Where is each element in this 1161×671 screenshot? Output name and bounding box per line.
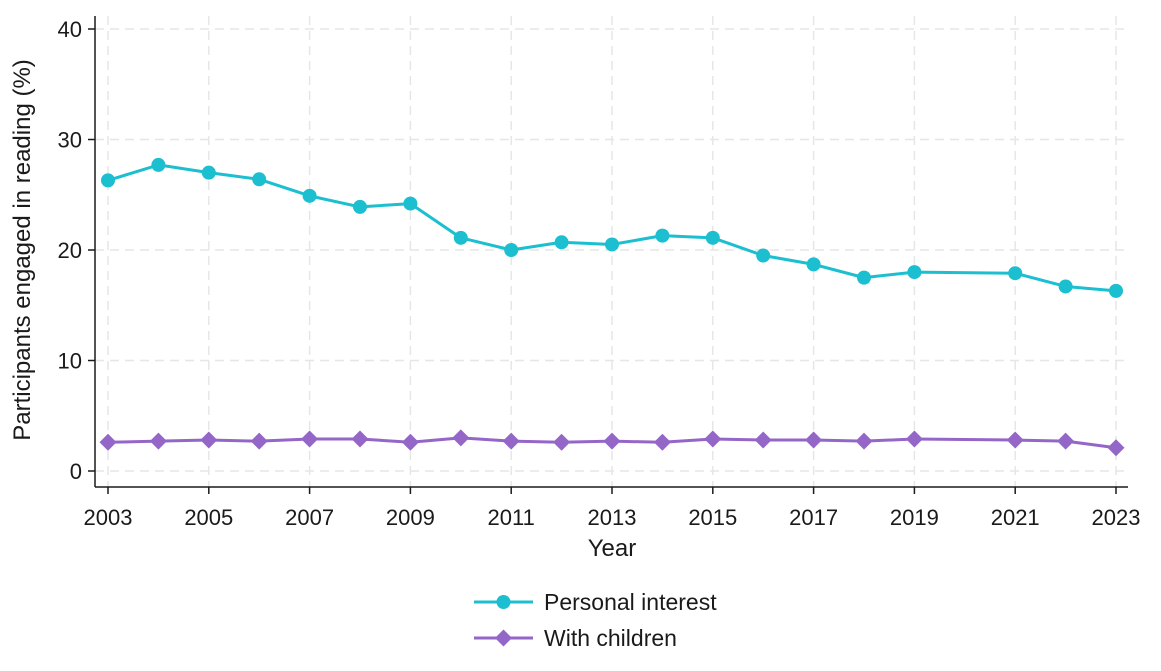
data-point xyxy=(502,432,520,450)
data-point xyxy=(553,433,571,451)
data-point xyxy=(1006,431,1024,449)
data-point xyxy=(653,433,671,451)
series-line xyxy=(107,163,1117,293)
data-point xyxy=(452,429,470,447)
data-point xyxy=(200,431,218,449)
data-point xyxy=(1058,279,1073,294)
x-tick-label: 2007 xyxy=(285,505,334,530)
x-tick-label: 2013 xyxy=(588,505,637,530)
data-point xyxy=(453,230,468,245)
x-tick-label: 2015 xyxy=(688,505,737,530)
data-point xyxy=(554,235,569,250)
data-point xyxy=(1109,283,1123,298)
series-line xyxy=(107,436,1117,450)
data-point xyxy=(252,172,267,187)
x-axis-title: Year xyxy=(588,535,637,562)
y-tick-label: 0 xyxy=(70,459,82,484)
x-tick-label: 2009 xyxy=(386,505,435,530)
x-tick-label: 2005 xyxy=(184,505,233,530)
data-point xyxy=(351,430,369,448)
y-tick-label: 30 xyxy=(58,128,82,153)
data-point xyxy=(756,248,771,263)
data-point xyxy=(603,432,621,450)
data-point xyxy=(905,430,923,448)
data-point xyxy=(403,196,418,211)
x-tick-label: 2019 xyxy=(890,505,939,530)
legend-marker xyxy=(496,595,511,609)
data-point xyxy=(149,432,167,450)
legend: Personal interest With children xyxy=(474,589,717,651)
data-point xyxy=(907,265,922,280)
data-point xyxy=(1008,266,1023,281)
legend-marker xyxy=(495,629,512,647)
data-point xyxy=(301,430,319,448)
series-with-children xyxy=(99,429,1125,457)
data-point xyxy=(857,270,871,285)
legend-label: With children xyxy=(544,625,677,651)
series-personal-interest xyxy=(101,157,1123,298)
data-point xyxy=(201,165,216,180)
x-tick-label: 2017 xyxy=(789,505,838,530)
data-point xyxy=(805,431,823,449)
data-point xyxy=(99,433,117,451)
data-point xyxy=(401,433,419,451)
data-point xyxy=(504,243,519,257)
x-tick-label: 2021 xyxy=(991,505,1040,530)
data-point xyxy=(704,430,722,448)
data-point xyxy=(806,257,821,272)
data-point xyxy=(855,432,873,450)
data-point xyxy=(101,173,115,188)
data-point xyxy=(605,237,619,252)
data-point xyxy=(655,228,670,243)
y-tick-label: 40 xyxy=(58,17,82,42)
data-point xyxy=(754,431,772,449)
data-point xyxy=(250,432,268,450)
data-point xyxy=(151,157,166,172)
legend-item: With children xyxy=(474,625,677,651)
x-tick-label: 2023 xyxy=(1092,505,1141,530)
data-point xyxy=(705,230,720,245)
y-tick-label: 20 xyxy=(58,238,82,263)
x-tick-label: 2003 xyxy=(84,505,133,530)
axes: 0 10 20 30 40 2003 2005 2007 2009 2011 2013 2015 201… xyxy=(58,16,1141,530)
legend-item: Personal interest xyxy=(474,589,717,615)
x-tick-label: 2011 xyxy=(488,505,535,530)
y-tick-label: 10 xyxy=(58,349,82,374)
data-point xyxy=(1057,432,1075,450)
data-point xyxy=(353,199,367,214)
y-axis-title: Participants engaged in reading (%) xyxy=(9,59,36,441)
data-point xyxy=(1107,439,1125,457)
grid xyxy=(95,16,1128,487)
data-point xyxy=(302,188,317,203)
legend-label: Personal interest xyxy=(544,589,717,615)
series-area xyxy=(99,157,1125,457)
